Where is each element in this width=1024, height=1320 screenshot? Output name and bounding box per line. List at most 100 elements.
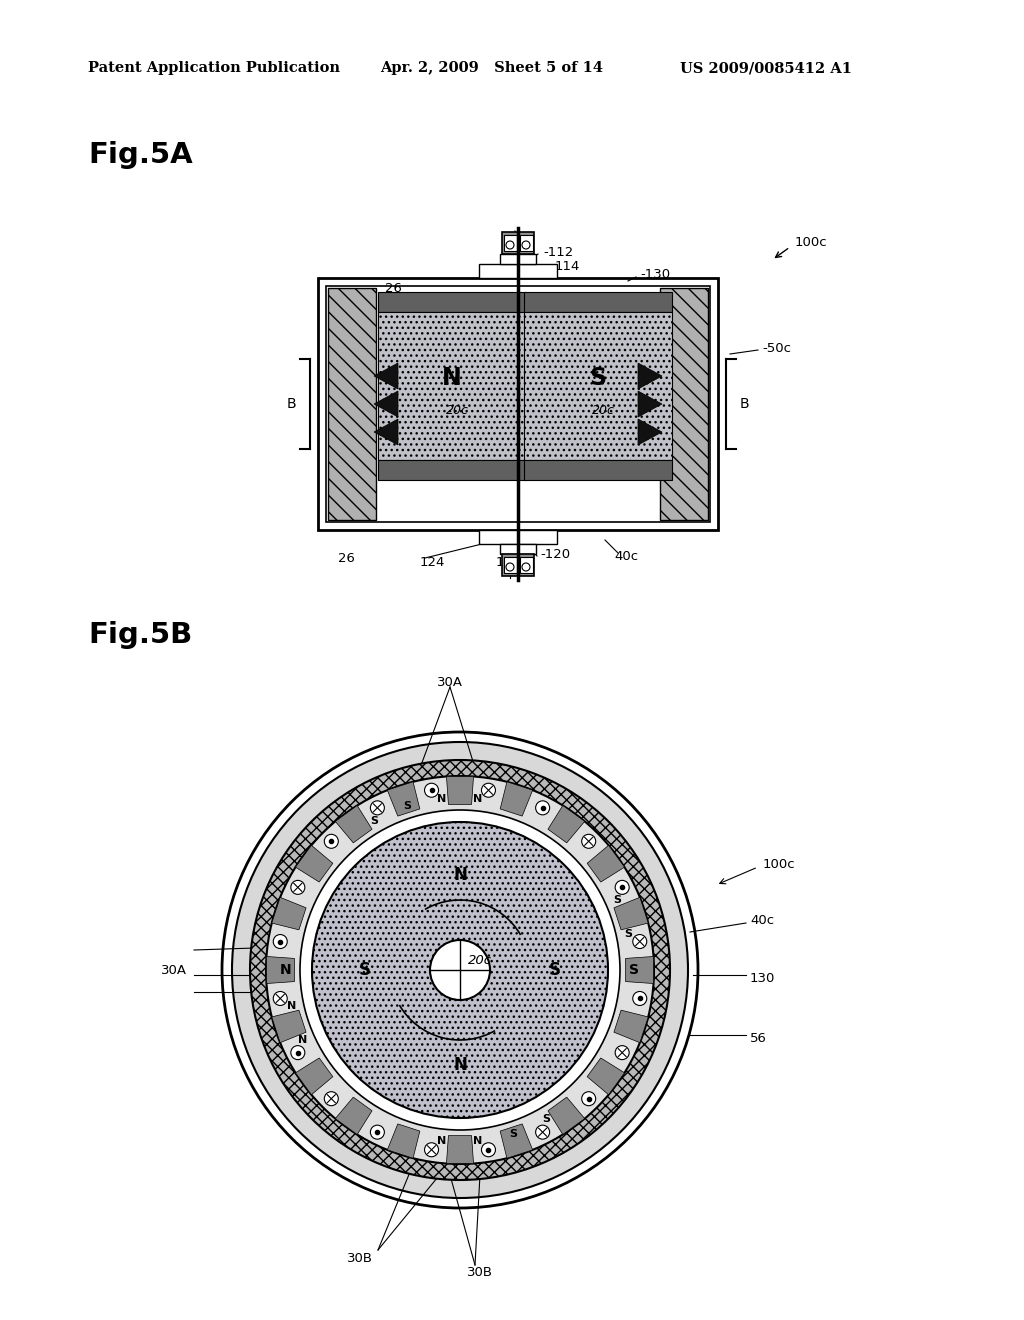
Bar xyxy=(328,288,376,520)
Text: S: S xyxy=(629,964,639,977)
Polygon shape xyxy=(614,898,648,929)
Circle shape xyxy=(615,1045,629,1060)
Text: N: N xyxy=(453,866,467,884)
Bar xyxy=(524,312,672,459)
Bar xyxy=(378,459,526,480)
Text: B: B xyxy=(287,397,296,411)
Text: 100c: 100c xyxy=(763,858,796,871)
Bar xyxy=(520,557,534,573)
Bar xyxy=(326,286,710,521)
Polygon shape xyxy=(587,845,625,882)
Text: 110: 110 xyxy=(504,231,529,244)
Bar xyxy=(318,279,718,531)
Circle shape xyxy=(371,801,384,814)
Text: S: S xyxy=(509,1129,517,1139)
Circle shape xyxy=(425,783,438,797)
Text: 124: 124 xyxy=(420,556,445,569)
Text: Fig.5A: Fig.5A xyxy=(88,141,193,169)
Text: 114: 114 xyxy=(555,260,581,272)
Polygon shape xyxy=(335,1097,372,1134)
Circle shape xyxy=(232,742,688,1199)
Polygon shape xyxy=(387,781,420,816)
Circle shape xyxy=(522,242,530,249)
Polygon shape xyxy=(296,1057,333,1094)
Polygon shape xyxy=(446,1135,473,1163)
Circle shape xyxy=(291,880,305,895)
Text: Apr. 2, 2009   Sheet 5 of 14: Apr. 2, 2009 Sheet 5 of 14 xyxy=(380,61,603,75)
Polygon shape xyxy=(335,805,372,843)
Bar xyxy=(504,235,517,251)
Polygon shape xyxy=(638,391,662,417)
Text: N: N xyxy=(281,964,292,977)
Circle shape xyxy=(291,1045,305,1060)
Text: 30A: 30A xyxy=(437,676,463,689)
Text: S: S xyxy=(549,961,561,979)
Text: 40c: 40c xyxy=(614,549,638,562)
Circle shape xyxy=(325,834,338,849)
Circle shape xyxy=(371,1125,384,1139)
Bar xyxy=(502,554,534,576)
Circle shape xyxy=(300,810,620,1130)
Text: N: N xyxy=(298,1035,307,1045)
Polygon shape xyxy=(266,957,295,983)
Text: S: S xyxy=(613,895,622,906)
Text: -120: -120 xyxy=(540,549,570,561)
Text: S: S xyxy=(590,366,606,389)
Polygon shape xyxy=(548,1097,585,1134)
Bar xyxy=(378,312,526,459)
Text: S: S xyxy=(402,801,411,812)
Bar xyxy=(660,288,708,520)
Text: 26: 26 xyxy=(385,281,401,294)
Circle shape xyxy=(266,776,654,1164)
Bar xyxy=(524,292,672,312)
Text: S: S xyxy=(542,1114,550,1123)
Text: B: B xyxy=(740,397,750,411)
Circle shape xyxy=(582,834,596,849)
Polygon shape xyxy=(587,1057,625,1094)
Text: Patent Application Publication: Patent Application Publication xyxy=(88,61,340,75)
Circle shape xyxy=(536,801,550,814)
Circle shape xyxy=(506,564,514,572)
Circle shape xyxy=(273,935,288,949)
Bar xyxy=(500,253,536,264)
Polygon shape xyxy=(387,1123,420,1158)
Circle shape xyxy=(222,733,698,1208)
Text: 100c: 100c xyxy=(795,235,827,248)
Circle shape xyxy=(325,1092,338,1106)
Polygon shape xyxy=(374,391,398,417)
Text: S: S xyxy=(625,929,632,940)
Text: 122: 122 xyxy=(496,556,521,569)
Polygon shape xyxy=(638,363,662,389)
Bar xyxy=(479,264,557,279)
Circle shape xyxy=(430,940,490,1001)
Text: N: N xyxy=(473,793,482,804)
Text: N: N xyxy=(473,1137,482,1146)
Circle shape xyxy=(481,1143,496,1156)
Bar xyxy=(500,544,536,554)
Circle shape xyxy=(250,760,670,1180)
Polygon shape xyxy=(296,845,333,882)
Polygon shape xyxy=(638,418,662,445)
Text: 20c: 20c xyxy=(468,953,492,966)
Text: S: S xyxy=(370,816,378,826)
Text: N: N xyxy=(287,1001,296,1011)
Bar xyxy=(524,459,672,480)
Text: 130: 130 xyxy=(750,972,775,985)
Text: -50c: -50c xyxy=(762,342,791,355)
Circle shape xyxy=(425,1143,438,1156)
Text: US 2009/0085412 A1: US 2009/0085412 A1 xyxy=(680,61,852,75)
Circle shape xyxy=(633,935,647,949)
Bar xyxy=(479,531,557,544)
Polygon shape xyxy=(500,1123,532,1158)
Circle shape xyxy=(312,822,608,1118)
Polygon shape xyxy=(374,418,398,445)
Polygon shape xyxy=(500,781,532,816)
Polygon shape xyxy=(374,363,398,389)
Text: 56: 56 xyxy=(750,1031,767,1044)
Circle shape xyxy=(582,1092,596,1106)
Text: 26: 26 xyxy=(338,552,354,565)
Circle shape xyxy=(633,991,647,1006)
Circle shape xyxy=(615,880,629,895)
Text: N: N xyxy=(453,1056,467,1074)
Text: Fig.5B: Fig.5B xyxy=(88,620,193,649)
